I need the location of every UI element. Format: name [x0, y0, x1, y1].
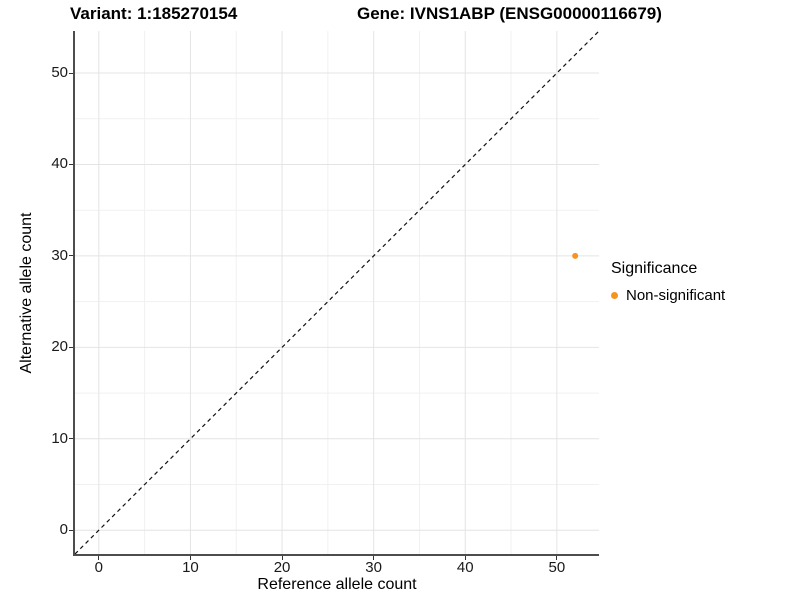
x-tick-mark — [373, 556, 375, 560]
x-tick-label: 10 — [182, 559, 199, 576]
y-tick-label: 40 — [51, 155, 68, 173]
x-axis-title: Reference allele count — [257, 576, 417, 593]
x-tick-mark — [281, 556, 283, 560]
y-tick-label: 10 — [51, 429, 68, 447]
x-tick-mark — [464, 556, 466, 560]
plot-area — [75, 31, 599, 554]
legend-item: Non-significant — [611, 287, 725, 304]
legend-item-label: Non-significant — [626, 287, 726, 304]
circle-icon — [611, 292, 618, 299]
x-tick-label: 20 — [273, 559, 291, 576]
y-tick-label: 50 — [51, 64, 68, 82]
x-tick-label: 40 — [456, 559, 474, 576]
x-tick-mark — [98, 556, 100, 560]
identity-reference-line — [75, 31, 599, 554]
y-tick-mark — [69, 255, 73, 257]
legend: Significance Non-significant — [611, 260, 725, 304]
x-tick-label: 0 — [94, 559, 103, 576]
y-tick-label: 20 — [51, 338, 68, 356]
x-axis-line — [73, 554, 599, 556]
x-tick-label: 30 — [365, 559, 382, 576]
y-tick-mark — [69, 163, 73, 165]
y-axis-line — [73, 31, 75, 556]
x-tick-label: 50 — [548, 559, 566, 576]
y-axis-title: Alternative allele count — [18, 212, 35, 374]
y-tick-label: 30 — [51, 246, 68, 264]
title-gene: Gene: IVNS1ABP (ENSG00000116679) — [357, 4, 662, 23]
title-variant: Variant: 1:185270154 — [70, 4, 238, 23]
data-point — [572, 252, 579, 259]
y-tick-mark — [69, 346, 73, 348]
plot-panel — [75, 31, 599, 554]
y-tick-mark — [69, 72, 73, 74]
y-tick-label: 0 — [59, 521, 68, 539]
y-tick-mark — [69, 529, 73, 531]
y-tick-mark — [69, 438, 73, 440]
x-tick-mark — [556, 556, 558, 560]
x-tick-mark — [189, 556, 191, 560]
legend-title: Significance — [611, 260, 698, 277]
